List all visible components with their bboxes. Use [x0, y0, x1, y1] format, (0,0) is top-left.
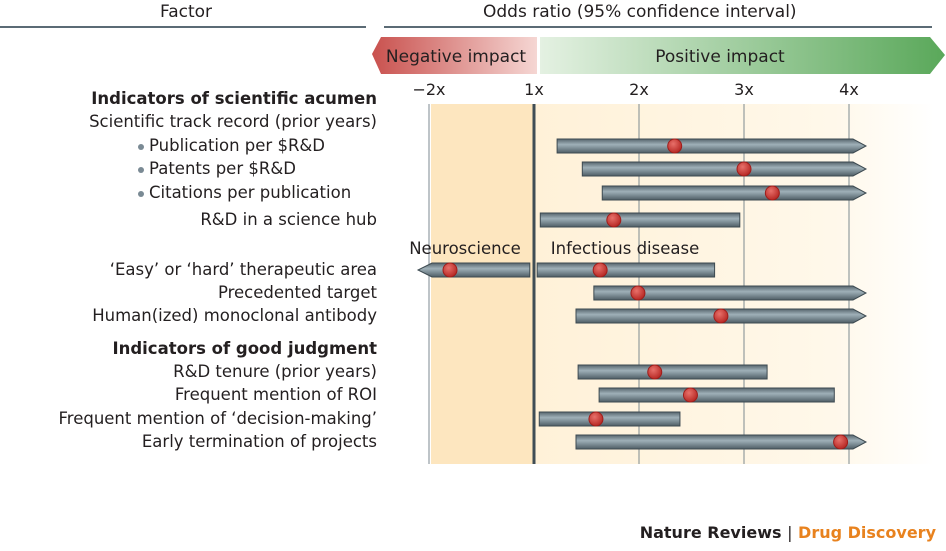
annotation-neuroscience: Neuroscience — [409, 239, 521, 258]
ci-bar — [556, 138, 868, 154]
point-estimate — [667, 138, 683, 154]
journal-name: Nature Reviews — [639, 523, 782, 542]
ci-bar — [598, 387, 835, 403]
positive-impact-arrow — [540, 37, 945, 74]
factor-label: R&D in a science hub — [200, 210, 377, 229]
point-estimate — [833, 434, 849, 450]
point-estimate — [647, 364, 663, 380]
point-estimate — [630, 285, 646, 301]
ci-bar — [536, 262, 716, 278]
factor-label: Precedented target — [217, 283, 377, 302]
negative-impact-label: Negative impact — [386, 47, 527, 67]
ci-bar — [593, 285, 868, 301]
point-estimate — [442, 262, 458, 278]
point-estimate — [713, 308, 729, 324]
tick-label: 3x — [734, 80, 754, 99]
ci-bar — [581, 161, 868, 177]
tick-label: 2x — [629, 80, 649, 99]
plot-background — [534, 104, 934, 464]
point-estimate — [606, 212, 622, 228]
footer-credit: Nature Reviews | Drug Discovery — [640, 523, 936, 542]
ci-bar — [416, 262, 531, 278]
ci-bar — [577, 364, 768, 380]
tick-label: 4x — [839, 80, 859, 99]
factor-header: Factor — [160, 2, 213, 22]
tick-label: 1x — [524, 80, 544, 99]
factor-label: Publication per $R&D — [138, 136, 325, 156]
factor-label: Patents per $R&D — [138, 159, 296, 179]
factor-label: Scientific track record (prior years) — [89, 112, 377, 131]
factor-label: ‘Easy’ or ‘hard’ therapeutic area — [109, 260, 377, 279]
impact-banner: Negative impact Positive impact — [372, 37, 945, 74]
point-estimate — [592, 262, 608, 278]
section-heading: Indicators of scientific acumen — [91, 89, 377, 108]
annotation-infectious-disease: Infectious disease — [551, 239, 699, 258]
ci-bar — [601, 185, 868, 201]
point-estimate — [736, 161, 752, 177]
factor-label: Early termination of projects — [141, 432, 377, 451]
section-heading: Indicators of good judgment — [112, 339, 377, 358]
odds-ratio-header-rule — [384, 26, 932, 28]
positive-impact-label: Positive impact — [655, 47, 785, 67]
point-estimate — [764, 185, 780, 201]
odds-ratio-header: Odds ratio (95% confidence interval) — [483, 2, 797, 22]
point-estimate — [682, 387, 698, 403]
journal-section: Drug Discovery — [798, 523, 936, 542]
footer-separator: | — [787, 523, 793, 542]
ci-bar — [539, 212, 741, 228]
negative-zone — [431, 104, 534, 464]
factor-label: Frequent mention of ‘decision-making’ — [58, 409, 377, 428]
factor-label: Frequent mention of ROI — [174, 385, 377, 404]
factor-label: R&D tenure (prior years) — [173, 362, 377, 381]
factor-label: Human(ized) monoclonal antibody — [92, 306, 377, 325]
point-estimate — [588, 411, 604, 427]
factor-header-rule — [0, 26, 366, 28]
factor-label: Citations per publication — [138, 183, 351, 203]
ci-bar — [575, 434, 868, 450]
tick-label: −2x — [412, 80, 445, 99]
ci-bar — [538, 411, 681, 427]
negative-impact-arrow — [372, 37, 537, 74]
